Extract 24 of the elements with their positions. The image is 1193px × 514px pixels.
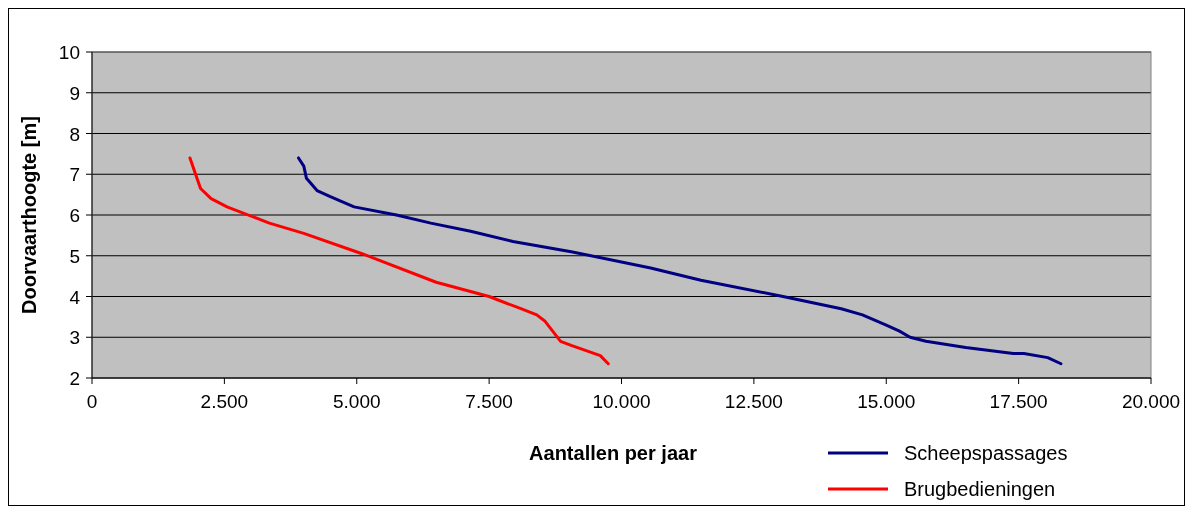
x-tick-label: 17.500: [989, 391, 1048, 412]
y-tick-label: 9: [69, 82, 80, 104]
y-axis-title: Doorvaarthoogte [m]: [18, 116, 40, 314]
legend-label: Brugbedieningen: [904, 478, 1056, 500]
y-tick-label: 6: [69, 205, 80, 226]
line-series: [188, 156, 610, 366]
legend-label: Scheepspassages: [904, 442, 1068, 464]
y-tick-label: 2: [69, 368, 80, 389]
x-tick-label: 5.000: [332, 391, 381, 412]
y-tick-label: 10: [58, 42, 80, 63]
x-tick-label: 7.500: [465, 391, 513, 412]
x-tick-label: 20.000: [1121, 391, 1181, 412]
x-axis-title: Aantallen per jaar: [529, 442, 698, 464]
y-tick-label: 7: [69, 164, 80, 186]
x-tick-label: 15.000: [857, 391, 916, 412]
line-series: [297, 156, 1063, 366]
y-tick-label: 8: [69, 123, 80, 145]
x-tick-label: 12.500: [724, 391, 783, 412]
y-tick-label: 5: [69, 245, 80, 267]
x-tick-label: 2.500: [200, 391, 249, 412]
x-tick-label: 0: [86, 391, 98, 412]
x-tick-label: 10.000: [592, 391, 651, 412]
y-tick-label: 4: [69, 286, 81, 308]
y-tick-label: 3: [69, 327, 80, 349]
